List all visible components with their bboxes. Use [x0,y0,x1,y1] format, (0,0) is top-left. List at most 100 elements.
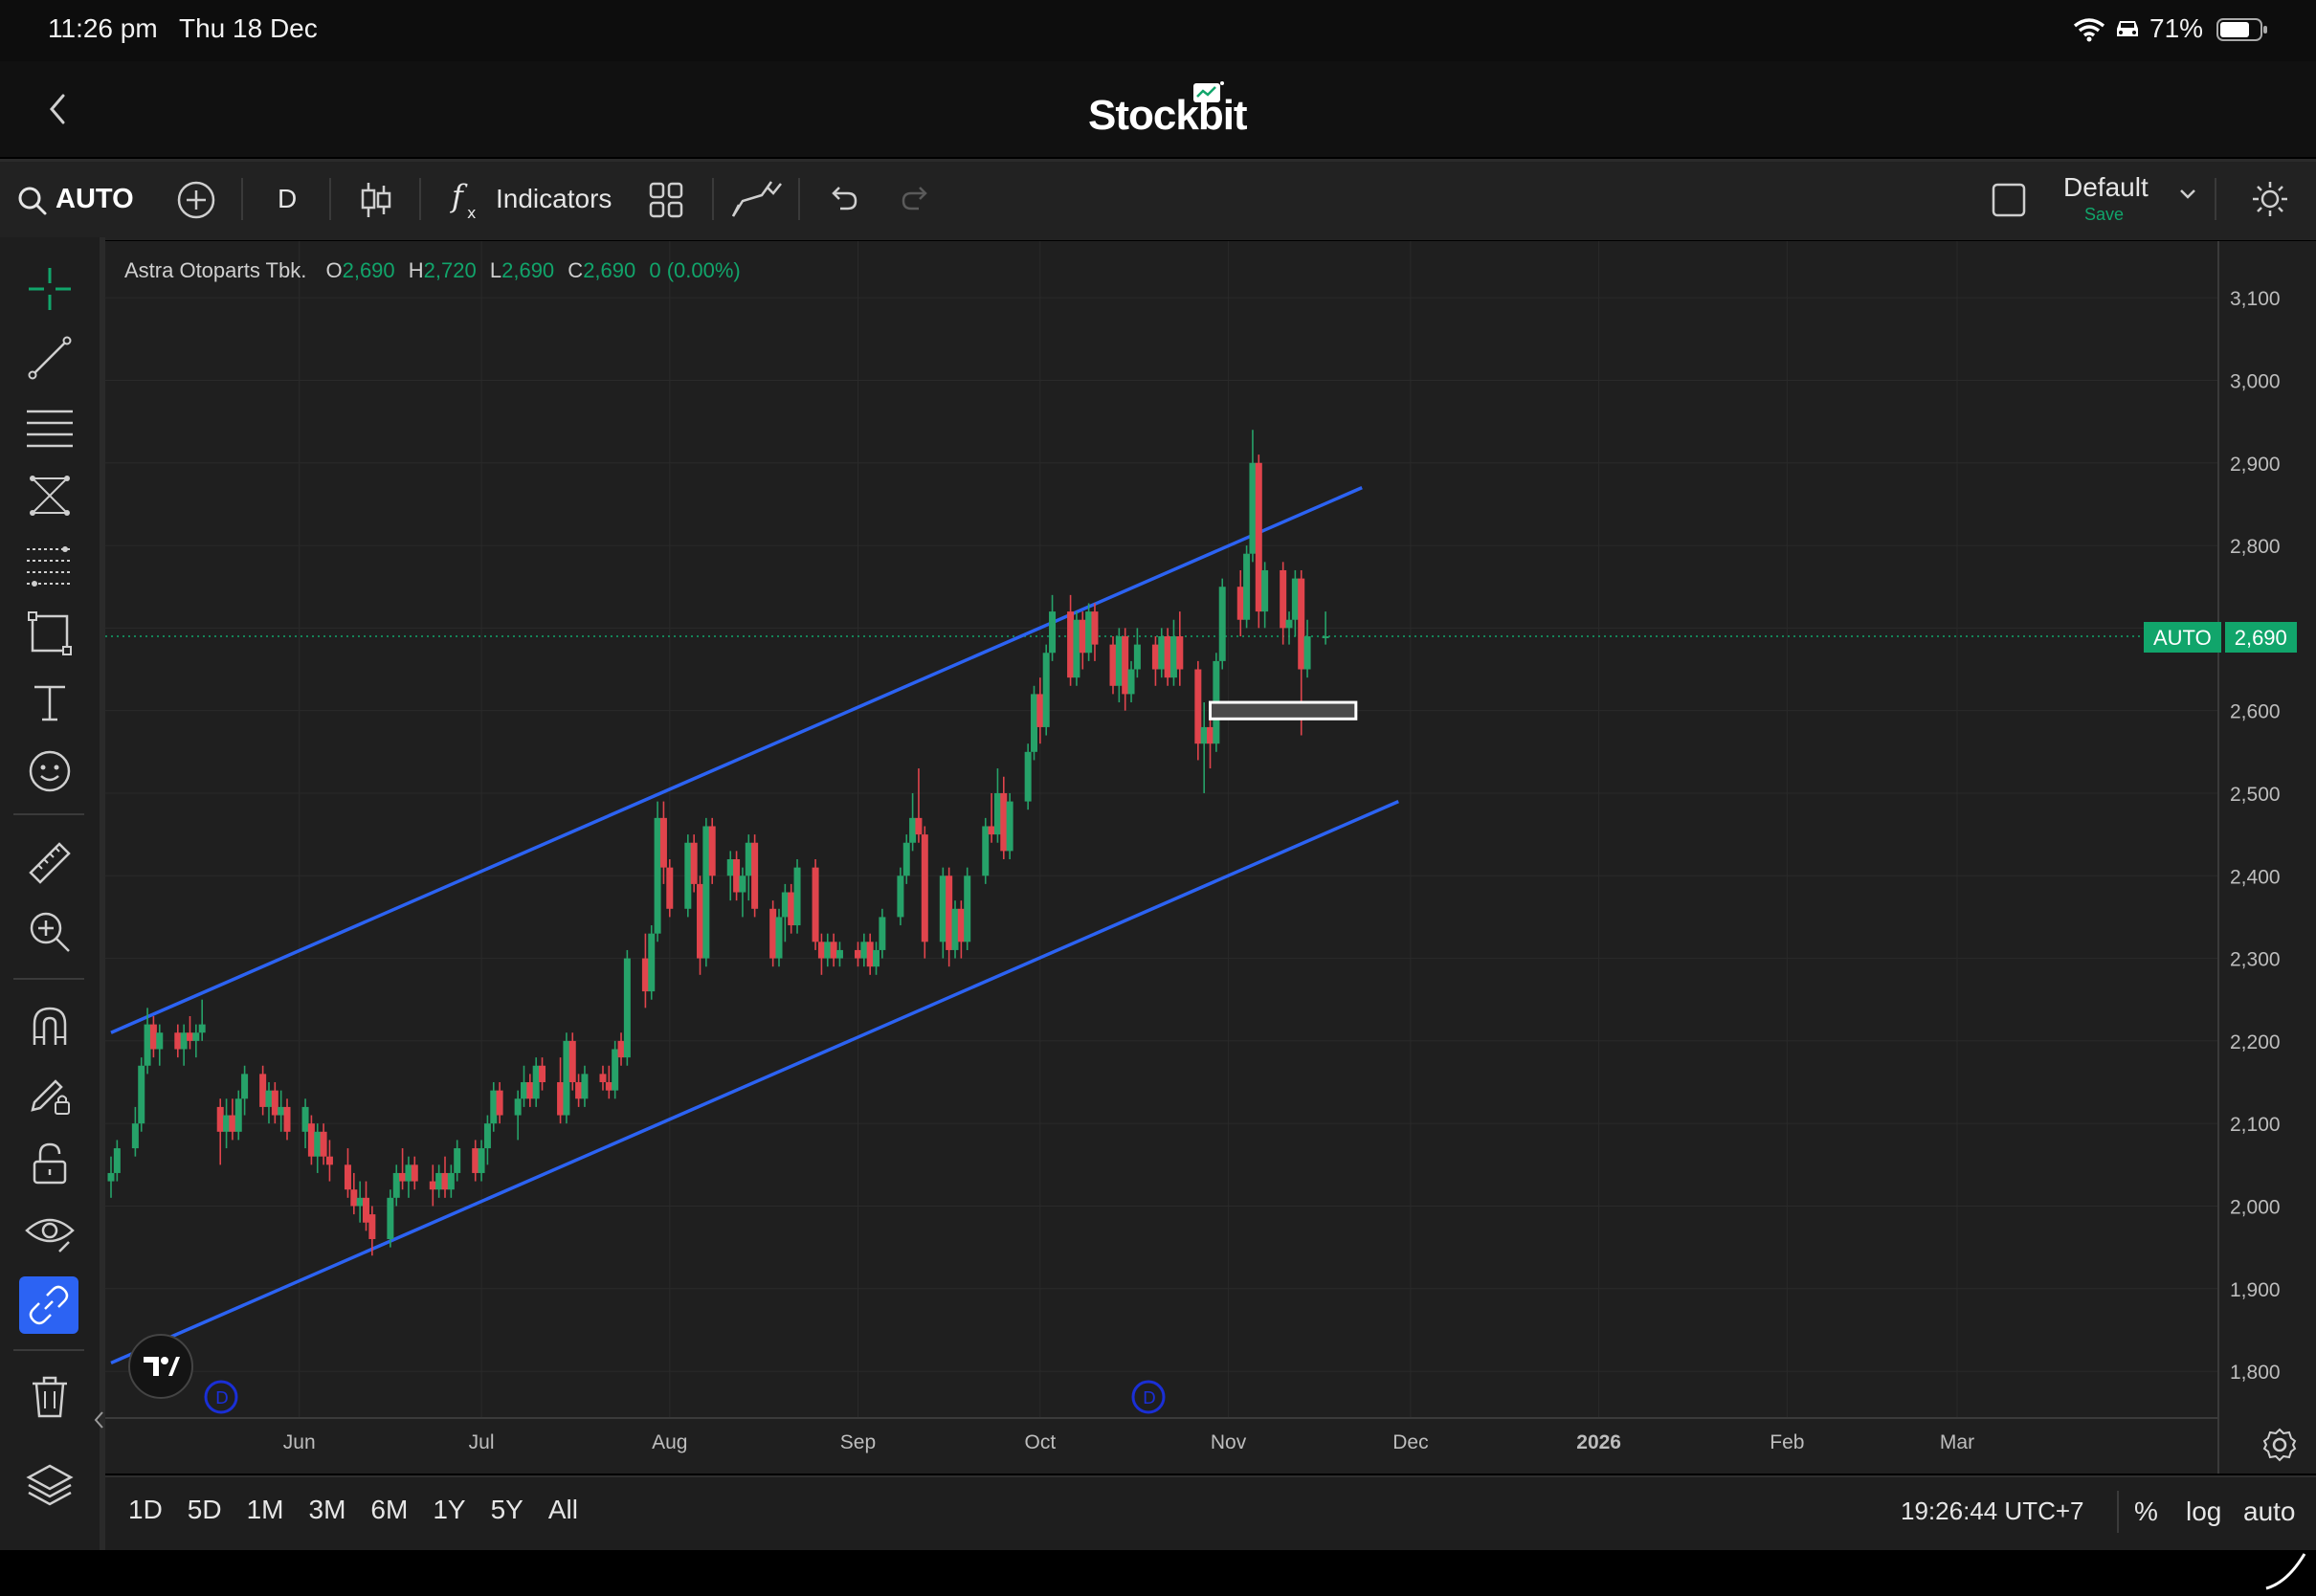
layout-grid-icon[interactable] [649,182,683,218]
fibonacci-icon[interactable] [25,542,75,587]
horizontal-lines-icon[interactable] [25,404,75,450]
chart-settings-gear-icon[interactable] [2262,1428,2297,1462]
candle-body [641,958,649,992]
lock-drawing-pencil-icon[interactable] [27,1072,73,1118]
y-tick-label: 2,200 [2230,1031,2281,1053]
crosshair-icon[interactable] [27,266,73,312]
x-tick-label: Feb [1770,1431,1804,1453]
candle-body [830,942,837,959]
candle [1085,603,1093,661]
candle [131,1106,139,1157]
chart-toolbar [0,159,2316,240]
candle [1151,636,1159,686]
candle [1109,636,1117,695]
range-button-6m[interactable]: 6M [370,1495,409,1524]
trash-icon[interactable] [29,1374,71,1420]
log-toggle[interactable]: log [2186,1496,2222,1526]
candle-body [1067,611,1075,678]
magnet-icon[interactable] [27,1003,73,1049]
dividend-marker-icon[interactable]: D [202,1378,240,1416]
symbol-search-button[interactable]: AUTO [13,178,138,220]
collapse-sidebar-icon[interactable] [92,1408,107,1431]
chevron-down-icon[interactable] [2178,188,2197,201]
rectangle-tool-icon[interactable] [27,610,73,656]
badge-symbol: AUTO [2144,622,2221,653]
candle-body [751,842,759,909]
candle-body [817,942,825,959]
percent-toggle[interactable]: % [2134,1496,2158,1526]
zoom-in-icon[interactable] [27,909,73,955]
candle [496,1082,503,1124]
text-tool-icon[interactable] [29,679,71,725]
candle [739,867,746,918]
candle [702,817,710,967]
layers-icon[interactable] [25,1462,75,1508]
undo-icon[interactable] [827,182,859,214]
redo-icon[interactable] [900,182,932,214]
legend-h-label: H [408,258,424,282]
candle-body [1042,653,1050,727]
range-button-3m[interactable]: 3M [308,1495,346,1524]
candle-body [278,1106,285,1116]
candle-body [229,1115,236,1132]
compare-add-icon[interactable] [176,180,216,220]
candle [198,999,206,1041]
candle-body [599,1074,607,1083]
visibility-eye-icon[interactable] [25,1209,75,1255]
channel-lower-line[interactable] [110,799,1399,1365]
candle-body [982,826,990,876]
interval-button[interactable]: D [278,184,298,213]
candles-type-icon[interactable] [358,180,394,220]
candle-body [939,876,946,942]
dividend-marker-icon-2[interactable]: D [1129,1378,1168,1416]
range-button-5y[interactable]: 5Y [490,1495,523,1524]
candle-body [174,1032,182,1050]
candle-body [399,1172,407,1182]
sidebar-edge [100,237,105,1550]
candle-body [557,1082,565,1116]
ruler-icon[interactable] [27,840,73,886]
candle-body [216,1106,224,1132]
pattern-xabcd-icon[interactable] [27,473,73,519]
emoji-icon[interactable] [27,748,73,794]
back-chevron-icon[interactable] [46,90,69,128]
ohlc-legend: Astra Otoparts Tbk. O2,690 H2,720 L2,690… [124,258,741,283]
auto-scale-toggle[interactable]: auto [2243,1496,2296,1526]
candle-body [1122,636,1129,695]
price-chart[interactable]: 1,800 1,900 2,000 2,100 2,200 2,300 2,400 2,500… [105,241,2316,1474]
range-button-5d[interactable]: 5D [187,1495,222,1524]
candle [824,933,832,967]
range-button-1y[interactable]: 1Y [433,1495,466,1524]
candle [909,792,917,852]
layout-selector[interactable]: Default Save [2058,170,2192,228]
range-button-all[interactable]: All [547,1495,578,1524]
candle-body [605,1082,612,1091]
fullscreen-square-icon[interactable] [1991,182,2027,218]
candle [873,942,880,975]
app-header: Stockbit [0,61,2316,157]
candle [812,859,819,950]
tradingview-logo[interactable] [128,1334,193,1399]
drawing-brush-icon[interactable] [729,178,783,220]
candle-body [1091,611,1099,645]
link-sync-button[interactable] [19,1276,78,1334]
theme-sun-icon[interactable] [2251,180,2289,218]
candle [180,1024,188,1066]
range-button-1d[interactable]: 1D [128,1495,163,1524]
trend-line-icon[interactable] [27,335,73,381]
rectangle-drawing[interactable] [1209,700,1358,720]
candle [575,1074,583,1107]
candle [879,908,886,959]
status-date: Thu 18 Dec [179,13,318,43]
candle [363,1181,370,1231]
range-button-1m[interactable]: 1M [246,1495,284,1524]
candle [478,1140,485,1182]
chart-pane[interactable]: 1,800 1,900 2,000 2,100 2,200 2,300 2,400 2,500… [94,241,2316,1474]
candle-body [314,1131,322,1157]
channel-upper-line[interactable] [110,486,1363,1034]
link-icon [28,1284,70,1326]
unlock-icon[interactable] [29,1141,71,1186]
candle-body [435,1172,443,1190]
candle-body [957,908,965,942]
